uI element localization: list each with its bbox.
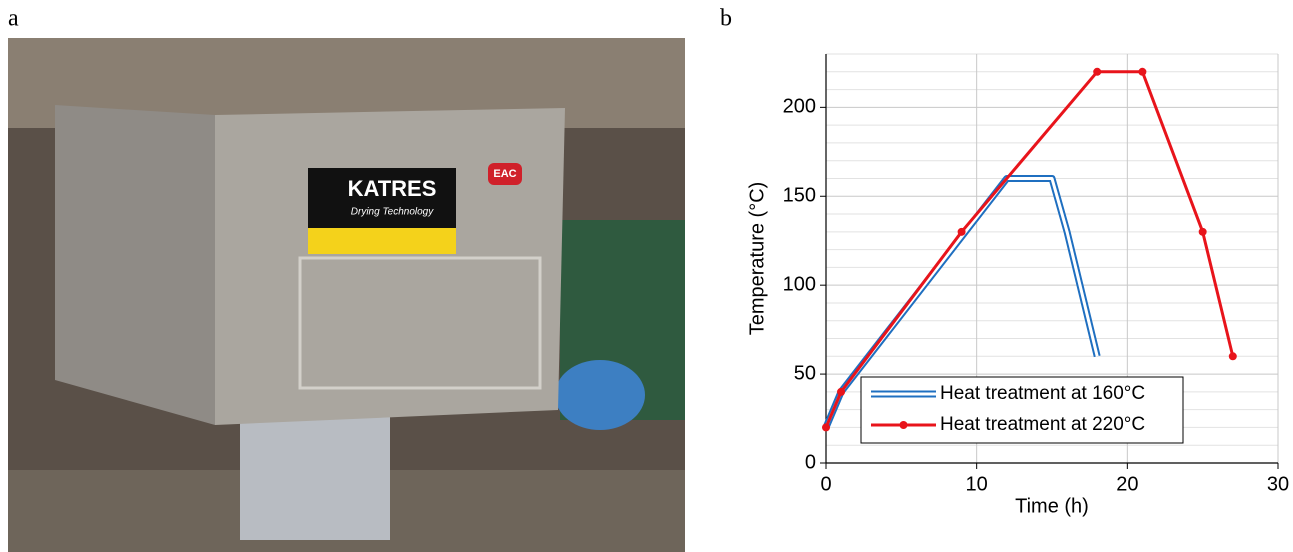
photo-brand: KATRES xyxy=(348,176,437,201)
point xyxy=(1228,352,1237,361)
photo-badge xyxy=(488,163,522,185)
oven-side xyxy=(55,105,215,425)
chart: 0 50 100 150 200 0 10 20 30 Time (h) Temperature (… xyxy=(746,53,1289,517)
legend-label: Heat treatment at 160°C xyxy=(940,383,1145,404)
panel-label: a xyxy=(8,6,19,32)
photo-base xyxy=(240,410,390,540)
y-tick-label: 0 xyxy=(805,451,816,473)
oven-front xyxy=(215,108,565,425)
photo: KATRES Drying Technology EAC xyxy=(8,38,685,552)
x-tick-label: 10 xyxy=(966,473,988,495)
logo-stripe xyxy=(308,228,456,254)
legend-label: Heat treatment at 220°C xyxy=(940,414,1145,435)
point xyxy=(1093,67,1102,76)
point xyxy=(1198,227,1207,236)
point xyxy=(837,387,846,396)
oven-door xyxy=(298,256,542,390)
y-tick-label: 50 xyxy=(794,362,816,384)
x-axis-label: Time (h) xyxy=(1015,495,1089,517)
point xyxy=(822,423,830,432)
logo-plate xyxy=(308,168,456,228)
legend-marker xyxy=(899,421,908,429)
y-tick-label: 200 xyxy=(783,96,816,118)
y-axis-label: Temperature (°C) xyxy=(746,182,768,336)
y-tick-label: 150 xyxy=(783,185,816,207)
photo-tank xyxy=(555,360,645,430)
legend-box xyxy=(860,376,1184,444)
y-tick-label: 100 xyxy=(783,273,816,295)
x-tick-label: 30 xyxy=(1267,473,1289,495)
point xyxy=(1138,67,1147,76)
x-tick-label: 20 xyxy=(1116,473,1138,495)
photo-tagline: Drying Technology xyxy=(351,207,434,218)
x-tick-label: 0 xyxy=(820,473,831,495)
photo-badge-text: EAC xyxy=(493,168,516,180)
panel-label: b xyxy=(720,6,732,32)
point xyxy=(957,227,966,236)
